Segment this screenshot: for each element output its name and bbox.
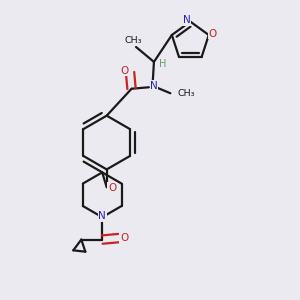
Text: CH₃: CH₃ [178, 89, 195, 98]
Text: N: N [150, 81, 158, 91]
Text: N: N [98, 211, 106, 221]
Text: N: N [183, 15, 190, 25]
Text: O: O [108, 183, 116, 193]
Text: O: O [121, 66, 129, 76]
Text: O: O [208, 28, 217, 38]
Text: CH₃: CH₃ [124, 37, 142, 46]
Text: H: H [159, 59, 166, 69]
Text: O: O [120, 233, 128, 243]
